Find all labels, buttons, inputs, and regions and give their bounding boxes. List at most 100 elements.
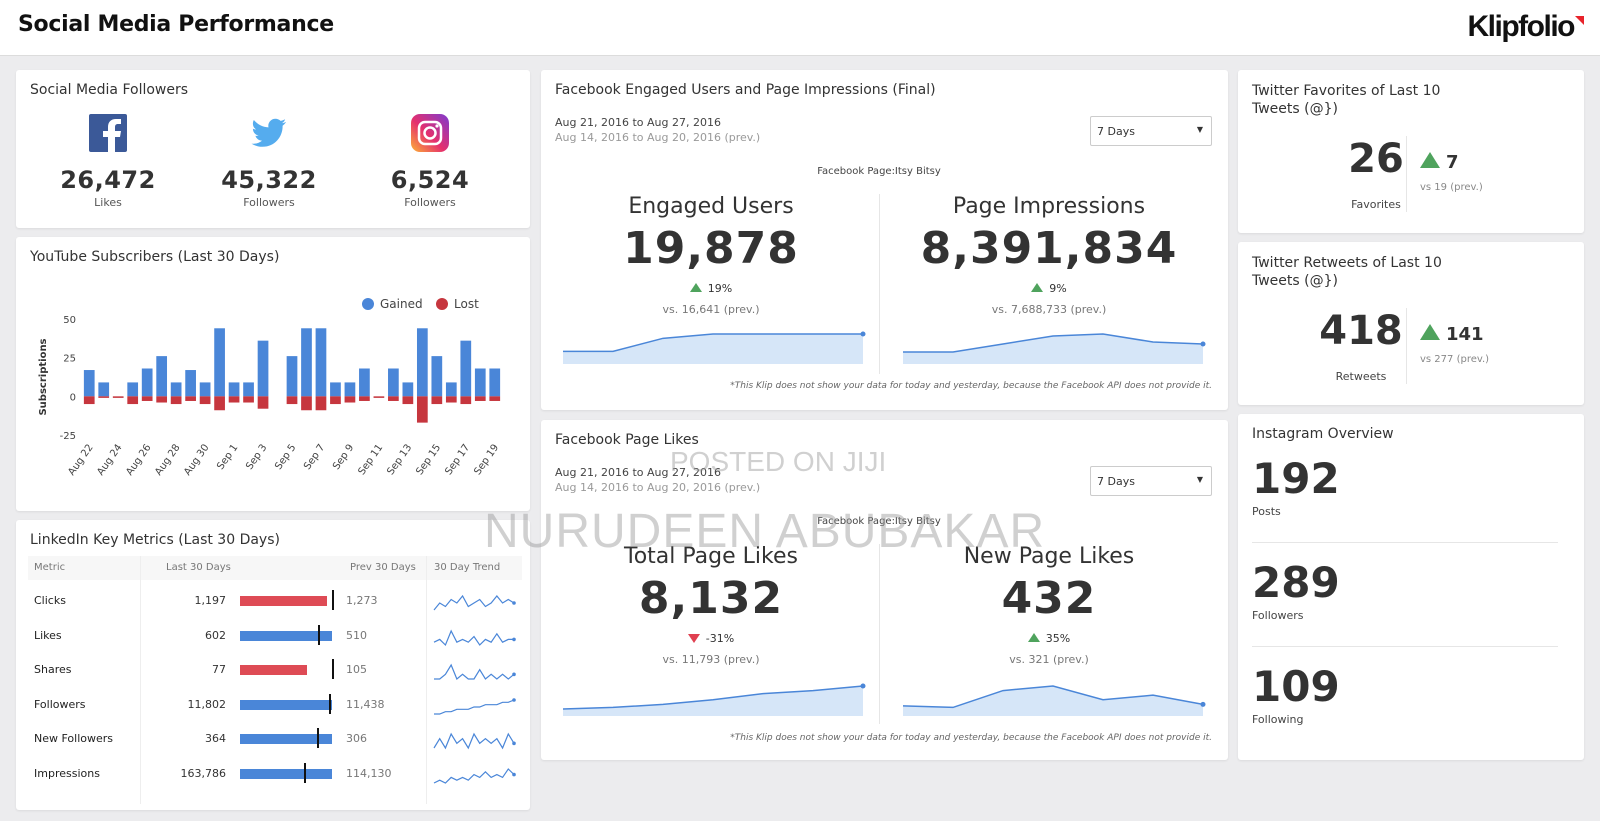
bar-gained bbox=[98, 382, 110, 397]
sparkline-area bbox=[563, 686, 863, 716]
trend-end-dot bbox=[512, 637, 516, 641]
bar-lost bbox=[286, 396, 298, 405]
col-metric: Metric bbox=[34, 562, 66, 573]
kpi-change: 9% bbox=[889, 282, 1209, 295]
kpi-value: 8,132 bbox=[638, 573, 784, 624]
instagram-title: Instagram Overview bbox=[1252, 426, 1394, 442]
total-page-likes-kpi: Total Page Likes 8,132 -31% vs. 11,793 (… bbox=[551, 544, 871, 666]
trend-end-dot bbox=[512, 772, 516, 776]
retweets-delta: 141 bbox=[1420, 324, 1484, 345]
bar-lost bbox=[330, 396, 341, 405]
klipfolio-logo[interactable]: Klipfolio bbox=[1468, 10, 1584, 44]
kpi-change: 19% bbox=[551, 282, 871, 295]
x-tick-label: Sep 13 bbox=[385, 442, 414, 477]
bar-lost bbox=[170, 396, 182, 405]
x-tick-label: Sep 17 bbox=[443, 442, 472, 477]
new-likes-sparkline bbox=[902, 685, 1206, 716]
down-arrow-icon bbox=[687, 634, 700, 643]
retweets-value: 418 bbox=[1319, 308, 1403, 354]
metric-bar bbox=[240, 665, 308, 675]
sparkline-area bbox=[563, 334, 863, 364]
bar-gained bbox=[402, 382, 414, 397]
x-tick-label: Aug 30 bbox=[182, 442, 211, 477]
col-prev: Prev 30 Days bbox=[350, 562, 416, 573]
kpi-prev: vs. 321 (prev.) bbox=[1009, 653, 1089, 666]
prev-marker bbox=[332, 590, 334, 610]
trend-line bbox=[434, 698, 515, 715]
bar-lost bbox=[228, 396, 240, 403]
up-arrow-icon bbox=[689, 283, 702, 292]
trend-sparkline bbox=[434, 663, 516, 680]
metric-prev-value: 306 bbox=[346, 732, 367, 745]
engaged-users-kpi: Engaged Users 19,878 19% vs. 16,641 (pre… bbox=[551, 194, 871, 316]
facebook-page-label: Facebook Page:Itsy Bitsy bbox=[817, 516, 941, 527]
kpi-change-value: -31% bbox=[705, 632, 735, 645]
sparkline-area bbox=[903, 686, 1203, 716]
engaged-users-sparkline bbox=[563, 331, 866, 364]
following-value: 109 bbox=[1252, 662, 1340, 711]
bar-lost bbox=[185, 396, 196, 401]
kpi-label: Total Page Likes bbox=[624, 544, 798, 569]
instagram-posts: 192 Posts bbox=[1252, 454, 1558, 518]
metric-last-value: 364 bbox=[205, 732, 226, 745]
twitter-followers-value: 45,322 bbox=[221, 166, 317, 194]
favorites-delta-value: 7 bbox=[1446, 152, 1459, 173]
trend-end-dot bbox=[512, 672, 516, 677]
facebook-likes-value: 26,472 bbox=[60, 166, 156, 194]
kpi-value: 8,391,834 bbox=[920, 223, 1178, 274]
instagram-card: Instagram Overview 192 Posts 289 Followe… bbox=[1238, 414, 1584, 760]
watermark-line-1: POSTED ON JIJI bbox=[670, 446, 887, 477]
bar-lost bbox=[344, 396, 356, 403]
favorites-value: 26 bbox=[1348, 136, 1404, 182]
metric-name: Followers bbox=[34, 697, 86, 711]
metric-bar bbox=[240, 596, 327, 606]
period-select[interactable]: 7 Days ▼ bbox=[1090, 466, 1212, 496]
metric-last-value: 602 bbox=[205, 628, 226, 642]
youtube-title: YouTube Subscribers (Last 30 Days) bbox=[30, 249, 280, 265]
x-tick-label: Aug 26 bbox=[124, 442, 153, 477]
up-arrow-icon bbox=[1420, 324, 1440, 340]
trend-sparkline bbox=[433, 732, 516, 750]
twitter-divider bbox=[1406, 308, 1407, 384]
trend-line bbox=[434, 663, 515, 680]
up-arrow-icon bbox=[1420, 152, 1440, 168]
fb-engaged-title: Facebook Engaged Users and Page Impressi… bbox=[555, 82, 936, 98]
trend-end-dot bbox=[512, 601, 516, 605]
prev-marker bbox=[317, 624, 320, 645]
logo-text: Klipfolio bbox=[1467, 10, 1576, 43]
prev-marker bbox=[329, 693, 332, 714]
bar-gained bbox=[330, 382, 341, 397]
legend-lost: Lost bbox=[436, 297, 479, 311]
facebook-icon bbox=[89, 114, 127, 152]
kpi-prev: vs. 7,688,733 (prev.) bbox=[991, 303, 1107, 316]
fb-engaged-card: Facebook Engaged Users and Page Impressi… bbox=[541, 70, 1228, 410]
bar-lost bbox=[199, 396, 211, 405]
y-axis-label: Subscriptions bbox=[38, 338, 49, 415]
metric-name: New Followers bbox=[34, 732, 114, 745]
twitter-retweets-title: Twitter Retweets of Last 10 Tweets (@}) bbox=[1252, 255, 1442, 289]
bar-lost bbox=[214, 396, 225, 411]
x-tick-label: Sep 9 bbox=[331, 442, 356, 472]
period-select[interactable]: 7 Days ▼ bbox=[1090, 116, 1212, 146]
chevron-down-icon: ▼ bbox=[1196, 475, 1203, 484]
bar-lost bbox=[416, 396, 428, 423]
followers-title: Social Media Followers bbox=[30, 82, 189, 98]
metric-last-value: 1,197 bbox=[194, 594, 227, 607]
bar-lost bbox=[445, 396, 457, 403]
bar-lost bbox=[359, 396, 370, 401]
x-tick-label: Sep 19 bbox=[472, 442, 501, 477]
new-page-likes-kpi: New Page Likes 432 35% vs. 321 (prev.) bbox=[889, 544, 1209, 666]
lost-dot-icon bbox=[436, 298, 448, 310]
gained-dot-icon bbox=[362, 298, 374, 310]
bar-lost bbox=[257, 396, 269, 409]
date-range-prev: Aug 14, 2016 to Aug 20, 2016 (prev.) bbox=[555, 131, 761, 144]
favorites-delta: 7 bbox=[1420, 152, 1459, 173]
sparkline-line bbox=[902, 685, 1204, 709]
trend-sparkline bbox=[433, 594, 516, 611]
total-likes-sparkline bbox=[562, 683, 866, 716]
bar-lost bbox=[98, 396, 110, 398]
bar-gained bbox=[83, 370, 95, 397]
bar-gained bbox=[127, 382, 139, 397]
metric-last-value: 11,802 bbox=[187, 697, 227, 711]
